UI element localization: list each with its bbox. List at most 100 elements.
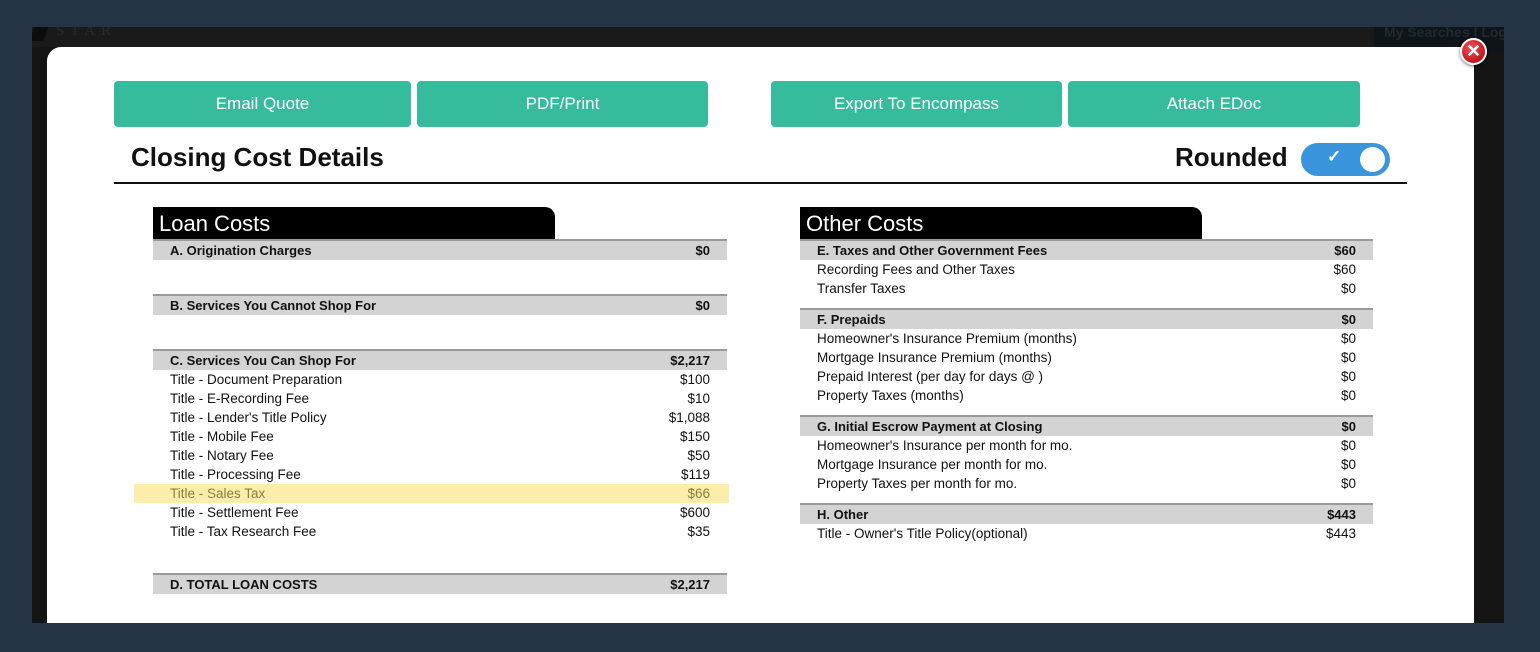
item-label: Prepaid Interest (per day for days @ ) xyxy=(817,369,1044,384)
line-item: Homeowner's Insurance Premium (months) $0 xyxy=(800,329,1373,348)
item-amount: $0 xyxy=(1340,457,1356,472)
item-label: Title - Settlement Fee xyxy=(170,505,299,520)
total-loan-costs-row: D. TOTAL LOAN COSTS $2,217 xyxy=(153,573,727,594)
rounded-toggle[interactable]: ✓ xyxy=(1301,143,1390,176)
item-label: Property Taxes per month for mo. xyxy=(817,476,1018,491)
line-item: Mortgage Insurance per month for mo. $0 xyxy=(800,455,1373,474)
item-amount: $10 xyxy=(687,391,710,406)
section-a-header: A. Origination Charges $0 xyxy=(153,239,727,260)
item-amount: $0 xyxy=(1340,388,1356,403)
section-c-header: C. Services You Can Shop For $2,217 xyxy=(153,349,727,370)
item-amount: $100 xyxy=(679,372,710,387)
item-label: Mortgage Insurance per month for mo. xyxy=(817,457,1048,472)
section-label: A. Origination Charges xyxy=(170,243,312,258)
item-amount: $50 xyxy=(687,448,710,463)
logo-text: STAR xyxy=(56,27,118,39)
section-amount: $0 xyxy=(1341,419,1356,434)
line-item: Property Taxes (months) $0 xyxy=(800,386,1373,405)
section-amount: $0 xyxy=(695,243,710,258)
section-amount: $2,217 xyxy=(670,577,710,592)
item-amount: $0 xyxy=(1340,438,1356,453)
section-label: H. Other xyxy=(817,507,869,522)
section-amount: $60 xyxy=(1334,243,1356,258)
line-item: Recording Fees and Other Taxes $60 xyxy=(800,260,1373,279)
line-item: Title - Processing Fee $119 xyxy=(153,465,727,484)
section-e-header: E. Taxes and Other Government Fees $60 xyxy=(800,239,1373,260)
item-label: Title - Owner's Title Policy(optional) xyxy=(817,526,1028,541)
section-b-header: B. Services You Cannot Shop For $0 xyxy=(153,294,727,315)
section-label: G. Initial Escrow Payment at Closing xyxy=(817,419,1043,434)
checkmark-icon: ✓ xyxy=(1327,147,1342,166)
item-label: Title - Document Preparation xyxy=(170,372,343,387)
item-amount: $119 xyxy=(680,467,710,482)
item-label: Recording Fees and Other Taxes xyxy=(817,262,1015,277)
item-label: Title - Mobile Fee xyxy=(170,429,274,444)
export-to-encompass-button[interactable]: Export To Encompass xyxy=(771,81,1062,127)
logo-icon xyxy=(32,27,49,41)
other-costs-header: Other Costs xyxy=(800,207,1202,239)
item-amount: $600 xyxy=(679,505,710,520)
item-label: Homeowner's Insurance per month for mo. xyxy=(817,438,1073,453)
line-item: Prepaid Interest (per day for days @ ) $0 xyxy=(800,367,1373,386)
close-modal-button[interactable]: ✕ xyxy=(1460,38,1487,65)
rounded-toggle-label: Rounded xyxy=(1175,142,1288,172)
item-amount: $0 xyxy=(1340,369,1356,384)
section-amount: $2,217 xyxy=(670,353,710,368)
item-amount: $0 xyxy=(1340,281,1356,296)
attach-edoc-button[interactable]: Attach EDoc xyxy=(1068,81,1360,127)
section-label: D. TOTAL LOAN COSTS xyxy=(170,577,318,592)
item-label: Homeowner's Insurance Premium (months) xyxy=(817,331,1077,346)
item-label: Transfer Taxes xyxy=(817,281,906,296)
close-icon: ✕ xyxy=(1465,41,1482,61)
item-label: Title - Lender's Title Policy xyxy=(170,410,327,425)
toggle-knob xyxy=(1360,147,1385,172)
item-label: Mortgage Insurance Premium (months) xyxy=(817,350,1052,365)
section-amount: $0 xyxy=(695,298,710,313)
item-label: Title - Tax Research Fee xyxy=(170,524,317,539)
item-label: Title - E-Recording Fee xyxy=(170,391,310,406)
email-quote-button[interactable]: Email Quote xyxy=(114,81,411,127)
line-item: Title - E-Recording Fee $10 xyxy=(153,389,727,408)
title-divider xyxy=(114,182,1407,184)
line-item: Property Taxes per month for mo. $0 xyxy=(800,474,1373,493)
item-amount: $0 xyxy=(1340,476,1356,491)
line-item: Title - Tax Research Fee $35 xyxy=(153,522,727,541)
other-costs-section: Other Costs E. Taxes and Other Governmen… xyxy=(800,207,1373,543)
page-title: Closing Cost Details xyxy=(131,142,384,172)
section-h-header: H. Other $443 xyxy=(800,503,1373,524)
section-amount: $443 xyxy=(1327,507,1356,522)
item-amount: $66 xyxy=(687,486,710,501)
line-item: Mortgage Insurance Premium (months) $0 xyxy=(800,348,1373,367)
section-label: C. Services You Can Shop For xyxy=(170,353,356,368)
section-amount: $0 xyxy=(1341,312,1356,327)
closing-cost-modal: Email Quote PDF/Print Export To Encompas… xyxy=(47,47,1474,623)
line-item-highlighted[interactable]: Title - Sales Tax $66 xyxy=(134,484,729,503)
item-amount: $0 xyxy=(1340,331,1356,346)
item-label: Title - Sales Tax xyxy=(170,486,266,501)
section-label: E. Taxes and Other Government Fees xyxy=(817,243,1048,258)
item-amount: $150 xyxy=(679,429,710,444)
item-label: Title - Processing Fee xyxy=(170,467,301,482)
line-item: Title - Mobile Fee $150 xyxy=(153,427,727,446)
item-amount: $60 xyxy=(1333,262,1356,277)
line-item: Homeowner's Insurance per month for mo. $… xyxy=(800,436,1373,455)
section-label: F. Prepaids xyxy=(817,312,886,327)
app-header: STAR My Searches | Log xyxy=(32,27,1504,51)
loan-costs-section: Loan Costs A. Origination Charges $0 B. … xyxy=(134,207,729,594)
line-item: Transfer Taxes $0 xyxy=(800,279,1373,298)
line-item: Title - Document Preparation $100 xyxy=(153,370,727,389)
item-amount: $1,088 xyxy=(668,410,710,425)
section-f-header: F. Prepaids $0 xyxy=(800,308,1373,329)
line-item: Title - Settlement Fee $600 xyxy=(153,503,727,522)
item-amount: $35 xyxy=(687,524,710,539)
line-item: Title - Lender's Title Policy $1,088 xyxy=(153,408,727,427)
section-label: B. Services You Cannot Shop For xyxy=(170,298,377,313)
item-amount: $443 xyxy=(1325,526,1356,541)
item-label: Property Taxes (months) xyxy=(817,388,964,403)
pdf-print-button[interactable]: PDF/Print xyxy=(417,81,708,127)
line-item: Title - Owner's Title Policy(optional) $4… xyxy=(800,524,1373,543)
line-item: Title - Notary Fee $50 xyxy=(153,446,727,465)
loan-costs-header: Loan Costs xyxy=(153,207,555,239)
item-amount: $0 xyxy=(1340,350,1356,365)
item-label: Title - Notary Fee xyxy=(170,448,274,463)
